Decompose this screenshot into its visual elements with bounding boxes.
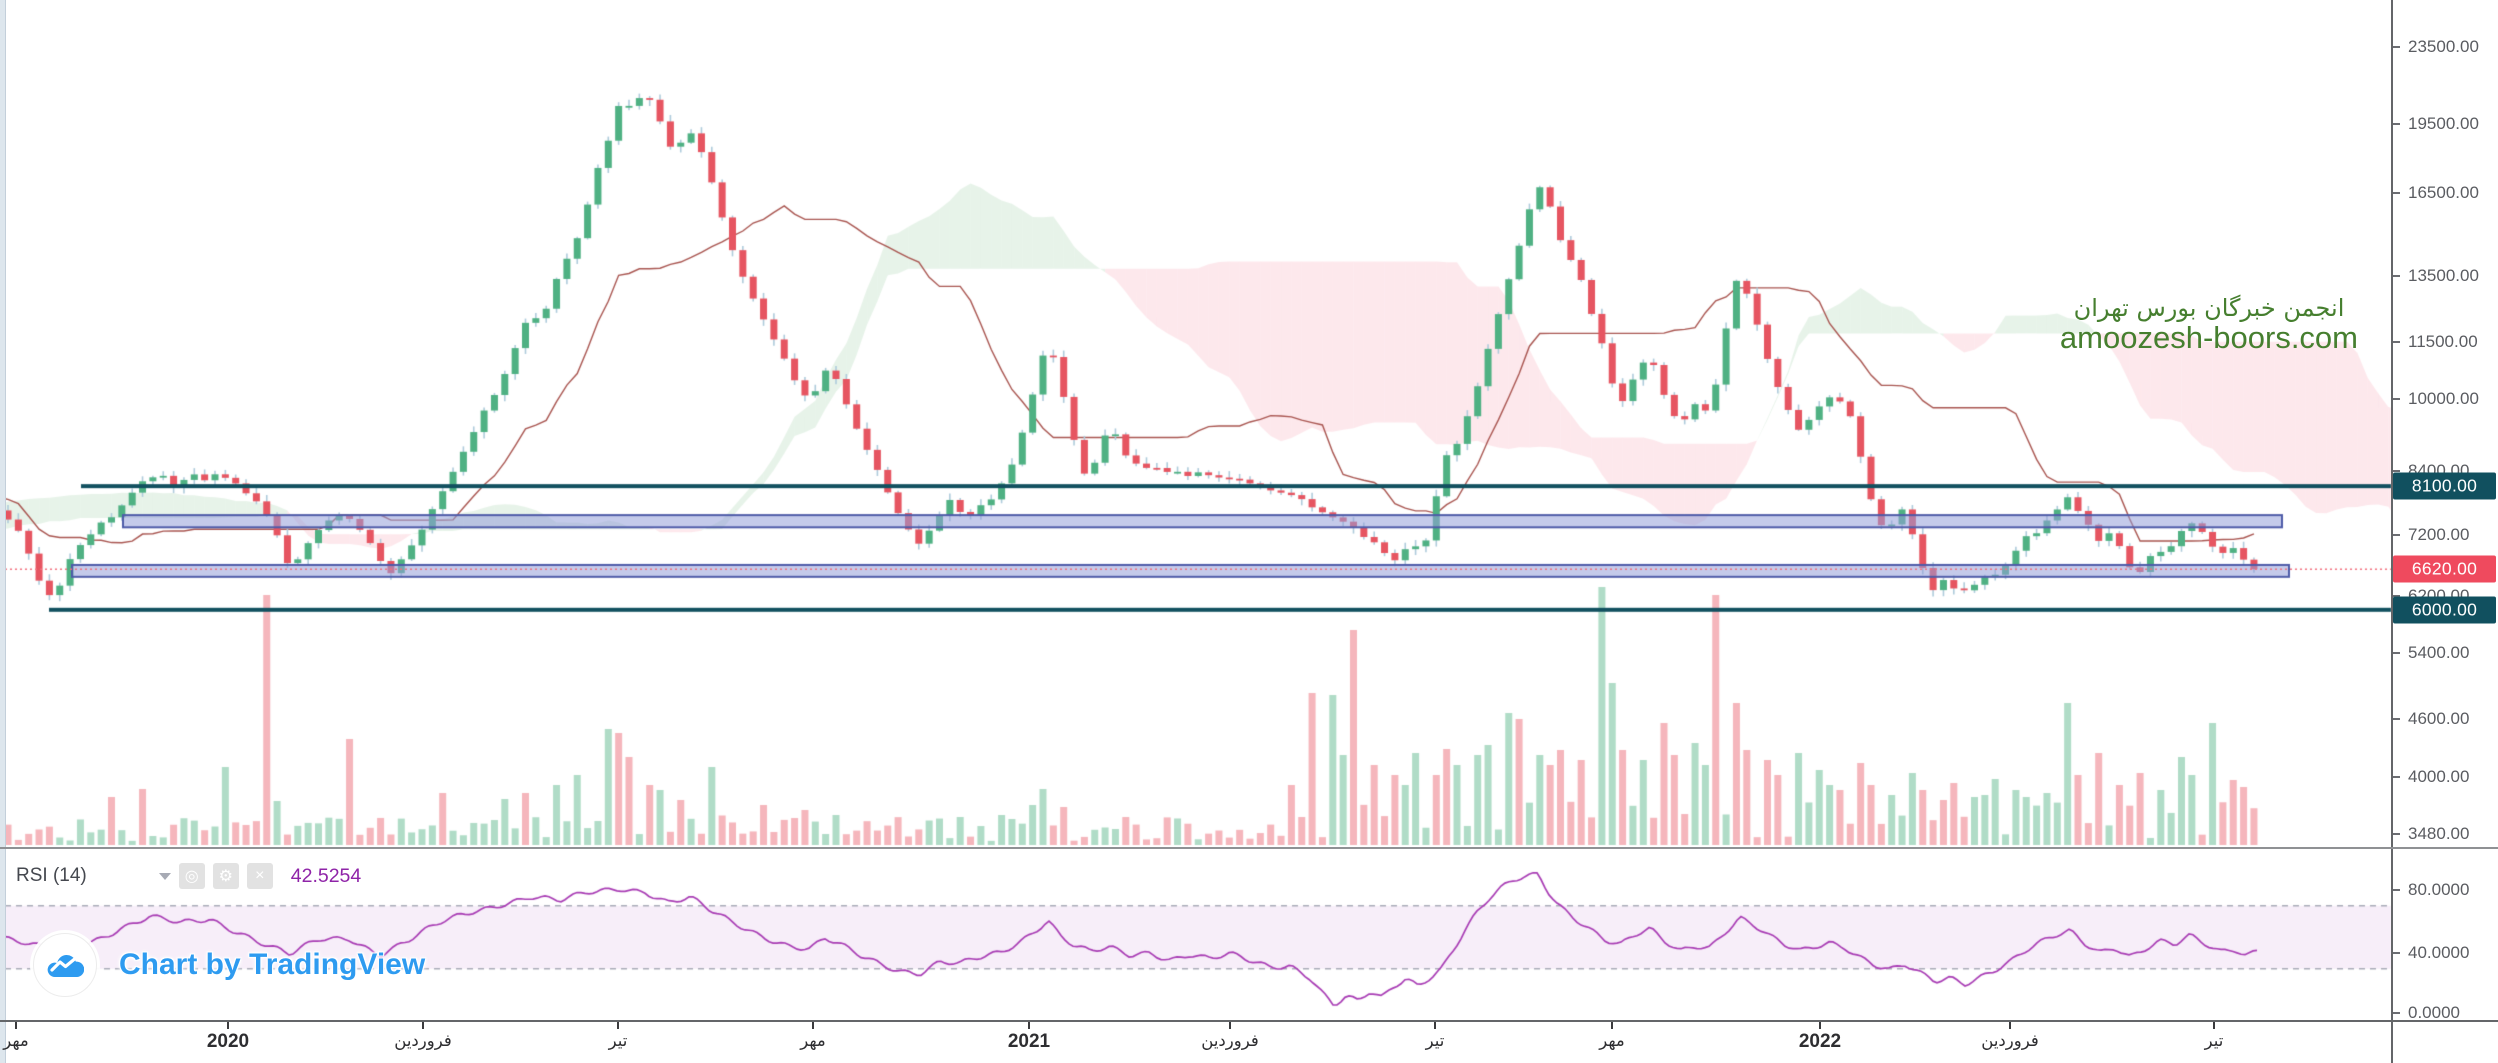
rsi-scale-tick bbox=[2393, 1012, 2400, 1014]
rsi-indicator-header: RSI (14) ◎ ⚙ × 42.5254 bbox=[16, 861, 361, 891]
price-axis-tick bbox=[2393, 775, 2400, 778]
time-axis-border bbox=[0, 1020, 2498, 1022]
time-axis-tick bbox=[2009, 1022, 2011, 1029]
price-axis-tick bbox=[2393, 398, 2400, 401]
price-axis-tick bbox=[2393, 833, 2400, 836]
time-axis-tick bbox=[422, 1022, 424, 1029]
price-axis-tick bbox=[2393, 123, 2400, 126]
time-axis-label: تیر bbox=[1425, 1031, 1445, 1050]
rsi-scale-label-40: 40.0000 bbox=[2408, 943, 2470, 962]
price-axis-tick bbox=[2393, 595, 2400, 598]
left-toolbar-edge bbox=[0, 0, 6, 1063]
tradingview-logo-text[interactable]: Chart by TradingView bbox=[119, 948, 426, 981]
price-axis-tick bbox=[2393, 192, 2400, 195]
price-axis-tick bbox=[2393, 533, 2400, 536]
price-axis-label: 19500.00 bbox=[2408, 114, 2479, 134]
price-axis-label: 23500.00 bbox=[2408, 37, 2479, 57]
time-axis-tick bbox=[1229, 1022, 1231, 1029]
chevron-down-icon[interactable] bbox=[158, 872, 171, 880]
price-axis-border bbox=[2391, 0, 2393, 1063]
watermark: انجمن خبرگان بورس تهران amoozesh-boors.c… bbox=[2060, 295, 2358, 355]
gear-icon[interactable]: ⚙ bbox=[212, 863, 239, 889]
eye-icon[interactable]: ◎ bbox=[178, 863, 205, 889]
tradingview-cloud-icon[interactable] bbox=[33, 933, 97, 997]
time-axis-tick bbox=[1028, 1022, 1030, 1029]
time-axis-label: مهر bbox=[1599, 1031, 1625, 1050]
price-axis-tick bbox=[2393, 46, 2400, 49]
time-axis-label: مهر bbox=[3, 1031, 29, 1050]
time-axis-tick bbox=[227, 1022, 229, 1029]
time-axis-tick bbox=[2213, 1022, 2215, 1029]
tradingview-logo[interactable]: Chart by TradingView bbox=[33, 933, 425, 997]
price-axis-label: 4000.00 bbox=[2408, 766, 2470, 786]
rsi-scale-tick bbox=[2393, 889, 2400, 891]
time-axis-tick bbox=[812, 1022, 814, 1029]
time-axis-tick bbox=[617, 1022, 619, 1029]
price-axis-label: 7200.00 bbox=[2408, 524, 2470, 544]
time-axis-tick bbox=[1611, 1022, 1613, 1029]
price-axis-tick bbox=[2393, 274, 2400, 277]
time-axis-label: فروردین bbox=[394, 1031, 452, 1050]
price-axis-label: 3480.00 bbox=[2408, 824, 2470, 844]
time-axis-label: تیر bbox=[608, 1031, 628, 1050]
watermark-persian: انجمن خبرگان بورس تهران bbox=[2073, 294, 2345, 322]
rsi-title: RSI (14) bbox=[16, 865, 87, 886]
rsi-scale-tick bbox=[2393, 952, 2400, 954]
price-axis-tick bbox=[2393, 470, 2400, 473]
rsi-scale-label-80: 80.0000 bbox=[2408, 880, 2470, 899]
price-axis-tick bbox=[2393, 340, 2400, 343]
time-axis-label: فروردین bbox=[1201, 1031, 1259, 1050]
price-axis-label: 11500.00 bbox=[2408, 331, 2478, 351]
time-axis-label: فروردین bbox=[1981, 1031, 2039, 1050]
price-axis-tick bbox=[2393, 718, 2400, 721]
time-axis-tick bbox=[1434, 1022, 1436, 1029]
time-axis-tick bbox=[1819, 1022, 1821, 1029]
price-badge-last-price: 6620.00 bbox=[2393, 555, 2496, 583]
pane-divider[interactable] bbox=[0, 847, 2498, 849]
price-axis-tick bbox=[2393, 652, 2400, 655]
close-icon[interactable]: × bbox=[246, 863, 273, 889]
price-axis-label: 13500.00 bbox=[2408, 265, 2479, 285]
price-axis-label: 4600.00 bbox=[2408, 709, 2470, 729]
time-axis-label: 2021 bbox=[1007, 1031, 1051, 1052]
time-axis-label: مهر bbox=[800, 1031, 826, 1050]
time-axis-label: تیر bbox=[2204, 1031, 2224, 1050]
price-axis-label: 10000.00 bbox=[2408, 389, 2479, 409]
price-badge-resistance: 8100.00 bbox=[2393, 472, 2496, 500]
time-axis-label: 2022 bbox=[1798, 1031, 1842, 1052]
rsi-value: 42.5254 bbox=[290, 864, 362, 887]
price-axis-label: 5400.00 bbox=[2408, 643, 2470, 663]
price-badge-support: 6000.00 bbox=[2393, 596, 2496, 624]
price-axis-label: 16500.00 bbox=[2408, 183, 2479, 203]
watermark-domain: amoozesh-boors.com bbox=[2059, 320, 2358, 356]
time-axis-tick bbox=[15, 1022, 17, 1029]
time-axis-label: 2020 bbox=[206, 1031, 250, 1052]
rsi-scale-label-0: 0.0000 bbox=[2408, 1003, 2460, 1022]
